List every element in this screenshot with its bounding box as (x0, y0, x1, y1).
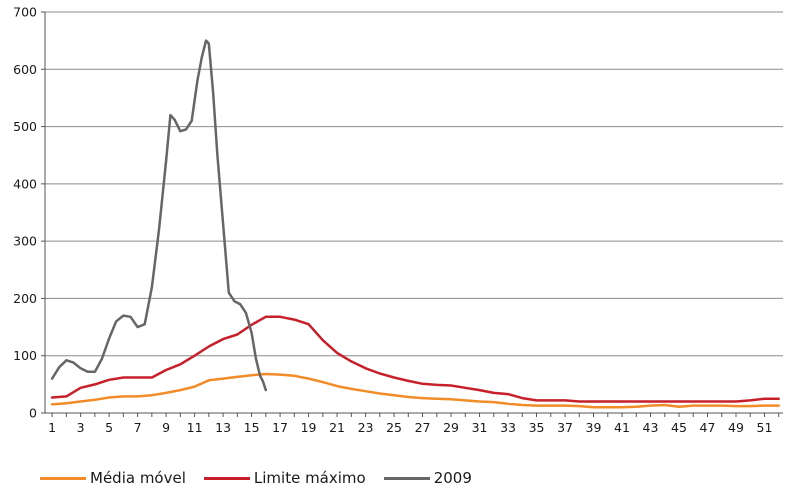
x-tick-label-23: 23 (358, 420, 374, 435)
gridlines (45, 11, 783, 357)
x-tick-label-7: 7 (134, 420, 142, 435)
y-tick-label-0: 0 (29, 406, 37, 421)
y-tick-label-100: 100 (13, 348, 37, 363)
y-tick-label-600: 600 (13, 62, 37, 77)
x-tick-label-51: 51 (757, 420, 773, 435)
series-line-2009 (50, 39, 268, 392)
x-tick-label-19: 19 (301, 420, 317, 435)
x-tick-label-15: 15 (244, 420, 260, 435)
legend-item-limite-maximo: Limite máximo (203, 469, 366, 487)
x-tick-label-49: 49 (728, 420, 744, 435)
x-tick-label-29: 29 (443, 420, 459, 435)
y-tick-label-400: 400 (13, 176, 37, 191)
y-tick-label-700: 700 (13, 5, 37, 20)
y-axis-tick-labels: 0 100 200 300 400 500 600 700 (13, 5, 37, 421)
y-tick-label-500: 500 (13, 119, 37, 134)
x-tick-label-45: 45 (671, 420, 687, 435)
legend: Média móvel Limite máximo 2009 (40, 469, 490, 487)
x-tick-label-47: 47 (700, 420, 716, 435)
legend-label-2009: 2009 (433, 469, 472, 487)
x-tick-label-33: 33 (500, 420, 516, 435)
x-tick-label-13: 13 (215, 420, 231, 435)
y-tick-label-200: 200 (13, 291, 37, 306)
legend-swatch-media-movel (40, 476, 86, 480)
x-tick-label-41: 41 (614, 420, 630, 435)
x-axis-tick-labels: 1 3 5 7 9 11 13 15 17 19 21 23 25 27 29 31 33 35 37 39 41 43 4… (48, 420, 772, 435)
x-tick-label-25: 25 (386, 420, 402, 435)
x-tick-label-1: 1 (48, 420, 56, 435)
x-tick-label-37: 37 (557, 420, 573, 435)
x-tick-label-31: 31 (472, 420, 488, 435)
x-tick-label-43: 43 (643, 420, 659, 435)
x-tick-label-5: 5 (105, 420, 113, 435)
x-tick-label-27: 27 (415, 420, 431, 435)
series-line-media-movel (50, 372, 780, 409)
x-tick-label-35: 35 (529, 420, 545, 435)
x-tick-label-39: 39 (586, 420, 602, 435)
legend-item-media-movel: Média móvel (40, 469, 186, 487)
series-lines (50, 39, 780, 409)
legend-item-2009: 2009 (383, 469, 472, 487)
legend-swatch-limite-maximo (203, 476, 250, 480)
series-line-limite-maximo (50, 315, 780, 403)
y-tick-label-300: 300 (13, 234, 37, 249)
legend-label-limite-maximo: Limite máximo (253, 469, 366, 487)
axes (41, 11, 783, 417)
legend-swatch-2009 (383, 476, 430, 480)
x-tick-label-11: 11 (187, 420, 203, 435)
x-tick-label-17: 17 (272, 420, 288, 435)
x-tick-label-21: 21 (329, 420, 345, 435)
x-tick-label-3: 3 (77, 420, 85, 435)
legend-label-media-movel: Média móvel (90, 469, 186, 487)
x-tick-label-9: 9 (162, 420, 170, 435)
